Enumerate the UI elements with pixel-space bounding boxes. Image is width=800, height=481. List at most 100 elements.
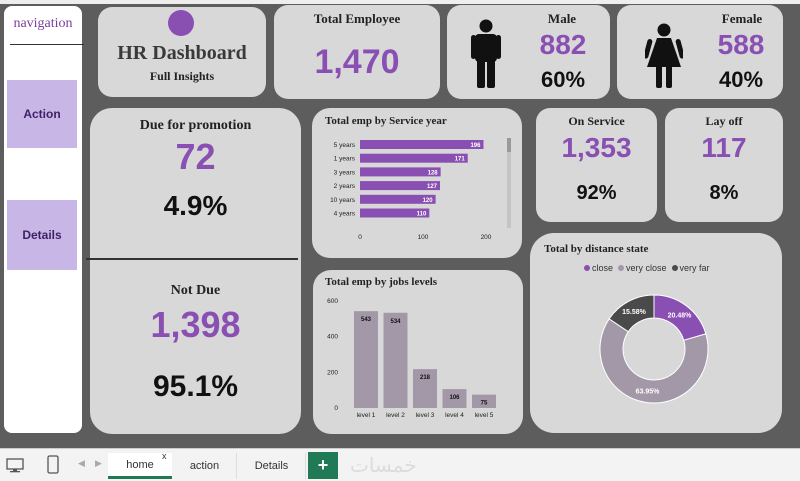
distance-legend-item: very close [618, 263, 667, 273]
distance-donut-slice [599, 318, 709, 404]
female-value: 588 [717, 29, 765, 60]
male-card: Male 882 60% [447, 5, 610, 99]
dashboard-subtitle: Full Insights [149, 69, 215, 83]
navigation-title: navigation [13, 16, 73, 31]
details-button[interactable]: Details [7, 200, 77, 270]
service-year-chart-title: Total emp by Service year [325, 115, 447, 127]
male-title: Male [547, 11, 577, 26]
lay-off-value: 117 [701, 132, 747, 163]
jobs-levels-chart: 0 200 400 600 543 level 1 534 level 2 218 level 3… [327, 298, 496, 419]
jobs-level-bar [472, 394, 496, 408]
jobs-level-data-label: 534 [390, 319, 401, 325]
total-employee-card: Total Employee 1,470 [274, 5, 440, 99]
mobile-view-icon[interactable] [47, 455, 59, 474]
dashboard-title: HR Dashboard [117, 42, 247, 64]
male-percent: 60% [540, 67, 586, 92]
jobs-level-category-label: level 3 [416, 412, 435, 419]
distance-chart-legend: close very close very far [584, 263, 764, 273]
service-year-category-label: 5 years [334, 142, 356, 149]
female-percent: 40% [718, 67, 764, 92]
legend-marker [618, 265, 625, 271]
service-year-data-label: 110 [417, 212, 427, 218]
jobs-level-category-label: level 4 [445, 412, 464, 419]
watermark: خمسات [350, 453, 417, 477]
navigation-panel: navigation Action Details [4, 6, 84, 433]
jobs-level-bar [413, 369, 437, 408]
on-service-percent: 92% [576, 182, 617, 204]
legend-label: close [592, 263, 614, 273]
legend-label: very close [626, 263, 667, 273]
on-service-card: On Service 1,353 92% [536, 108, 657, 222]
distance-chart-title: Total by distance state [544, 243, 649, 255]
service-year-x-tick: 200 [481, 234, 492, 241]
female-person-icon [645, 23, 683, 88]
service-year-category-label: 10 years [330, 197, 356, 204]
not-due-value: 1,398 [150, 304, 241, 345]
total-employee-value: 1,470 [314, 43, 400, 81]
close-tab-icon[interactable]: x [162, 451, 167, 461]
legend-label: very far [679, 263, 710, 273]
distance-legend-item: close [584, 263, 613, 273]
promotion-divider [86, 258, 298, 260]
lay-off-card: Lay off 117 8% [665, 108, 783, 222]
service-year-data-label: 171 [455, 157, 466, 163]
distance-donut-slice [608, 294, 655, 333]
jobs-level-category-label: level 1 [357, 412, 376, 419]
on-service-value: 1,353 [561, 132, 632, 163]
service-year-category-label: 1 years [334, 156, 356, 163]
jobs-levels-y-tick: 600 [327, 298, 338, 305]
jobs-levels-y-tick: 400 [327, 334, 338, 341]
jobs-level-bar [442, 389, 467, 408]
tab-details[interactable]: Details [238, 453, 306, 479]
service-year-data-label: 196 [470, 143, 481, 149]
promotion-card: Due for promotion 72 4.9% Not Due 1,398 … [86, 108, 301, 434]
chart-scrollbar-thumb[interactable] [507, 138, 511, 152]
male-person-icon [471, 19, 501, 88]
scroll-right-icon[interactable]: ▶ [95, 458, 102, 468]
service-year-bar [360, 153, 468, 163]
distance-legend-item: very far [671, 263, 710, 273]
add-sheet-button[interactable]: + [308, 452, 338, 479]
service-year-bar [360, 167, 441, 177]
jobs-levels-chart-title: Total emp by jobs levels [325, 276, 438, 288]
jobs-level-data-label: 218 [420, 375, 431, 381]
jobs-level-data-label: 75 [481, 401, 488, 407]
lay-off-title: Lay off [705, 114, 743, 128]
jobs-level-category-label: level 5 [475, 412, 494, 419]
scroll-left-icon[interactable]: ◀ [78, 458, 85, 468]
total-employee-title: Total Employee [313, 11, 401, 26]
not-due-title: Not Due [170, 283, 221, 298]
legend-marker [584, 265, 590, 271]
distance-donut-data-label: 63.95% [636, 388, 661, 395]
jobs-levels-y-tick: 200 [327, 369, 338, 376]
service-year-category-label: 4 years [334, 211, 356, 218]
male-value: 882 [539, 29, 587, 60]
logo-circle [168, 10, 194, 36]
service-year-data-label: 128 [428, 170, 439, 176]
tab-action[interactable]: action [173, 453, 237, 479]
service-year-bar [360, 140, 484, 149]
service-year-x-tick: 100 [418, 234, 429, 241]
tab-home[interactable]: home [108, 453, 172, 479]
jobs-level-data-label: 543 [361, 317, 372, 323]
tab-details-label: Details [254, 460, 289, 472]
service-year-bar [360, 181, 441, 191]
service-year-chart-card: Total emp by Service year 5 years 196 1 ye… [312, 108, 522, 258]
service-year-bar [360, 208, 430, 218]
due-promotion-percent: 4.9% [163, 190, 228, 221]
lay-off-percent: 8% [709, 182, 739, 204]
desktop-view-icon[interactable] [6, 458, 24, 473]
sheet-tab-bar: ◀ ▶ home x action Details + خمسات [0, 448, 800, 481]
due-promotion-title: Due for promotion [139, 118, 252, 133]
tab-home-label: home [126, 458, 154, 471]
jobs-level-bar [383, 312, 408, 408]
service-year-data-label: 127 [427, 184, 438, 190]
navigation-divider [10, 44, 84, 45]
chart-scrollbar[interactable] [507, 138, 511, 228]
action-button[interactable]: Action [7, 80, 77, 148]
on-service-title: On Service [568, 114, 625, 128]
jobs-level-category-label: level 2 [386, 412, 405, 419]
service-year-category-label: 2 years [334, 183, 356, 190]
distance-chart-card: Total by distance state close very close v… [530, 233, 782, 433]
service-year-bar [360, 194, 436, 204]
